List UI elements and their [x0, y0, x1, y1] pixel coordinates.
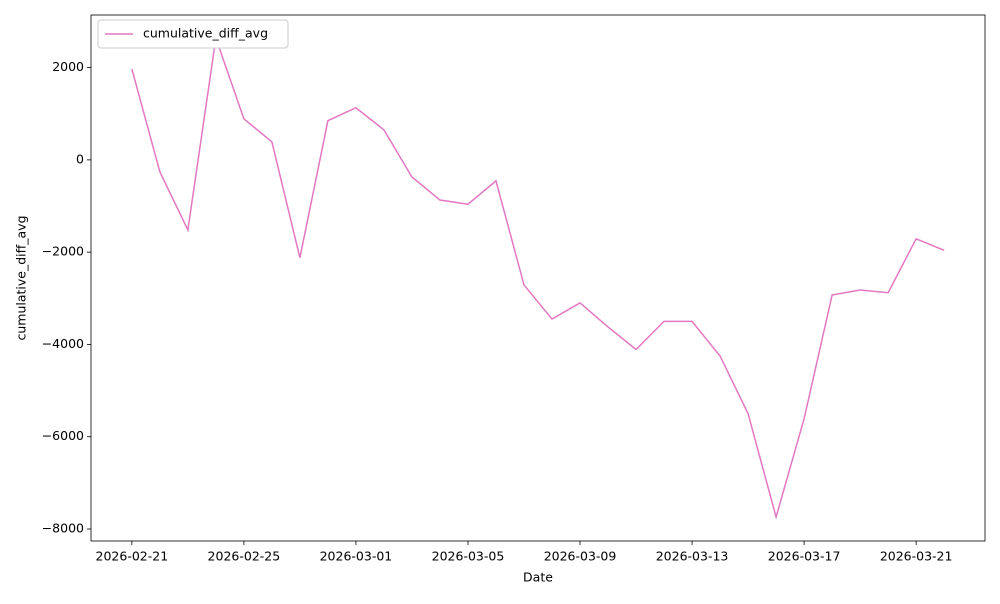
- x-tick-label: 2026-03-05: [432, 549, 505, 564]
- y-axis-label: cumulative_diff_avg: [14, 216, 29, 341]
- x-axis-label: Date: [523, 570, 553, 585]
- y-tick-label: 2000: [52, 59, 84, 74]
- legend-label: cumulative_diff_avg: [143, 26, 268, 41]
- x-tick-label: 2026-03-21: [880, 549, 953, 564]
- x-tick-label: 2026-03-17: [768, 549, 841, 564]
- data-line: [131, 37, 945, 520]
- y-tick-label: 0: [76, 151, 84, 166]
- y-tick-label: −6000: [42, 428, 84, 443]
- x-tick-label: 2026-03-01: [320, 549, 393, 564]
- y-tick-label: −4000: [42, 336, 84, 351]
- y-tick-label: −8000: [42, 521, 84, 536]
- plot-frame: [90, 14, 986, 542]
- x-tick-label: 2026-03-13: [656, 549, 729, 564]
- x-tick-label: 2026-02-25: [208, 549, 281, 564]
- y-tick-label: −2000: [42, 244, 84, 259]
- x-tick-label: 2026-02-21: [96, 549, 169, 564]
- x-tick-label: 2026-03-09: [544, 549, 617, 564]
- legend-box: [97, 19, 289, 49]
